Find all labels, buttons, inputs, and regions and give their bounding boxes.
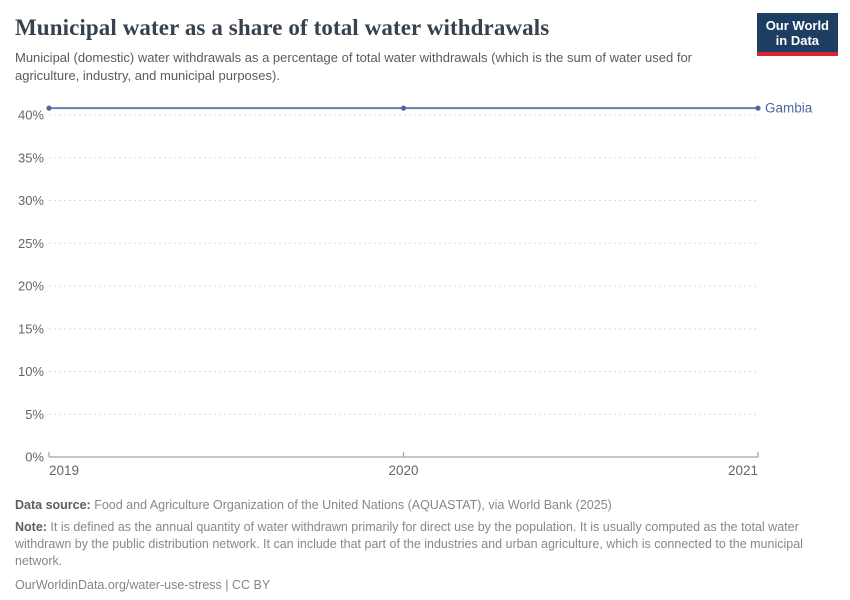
y-axis-tick-label: 30% xyxy=(18,193,44,208)
data-source-label: Data source: xyxy=(15,498,91,512)
chart-subtitle: Municipal (domestic) water withdrawals a… xyxy=(15,50,693,83)
note-line: Note: It is defined as the annual quanti… xyxy=(15,519,827,570)
chart-header: Municipal water as a share of total wate… xyxy=(15,14,755,85)
y-axis-tick-label: 40% xyxy=(18,108,44,123)
series-point-marker xyxy=(400,105,407,111)
y-axis-tick-label: 0% xyxy=(25,450,44,465)
y-axis-tick-label: 10% xyxy=(18,364,44,379)
license-text: CC BY xyxy=(231,578,271,592)
data-source-text: Food and Agriculture Organization of the… xyxy=(90,498,612,512)
note-text: It is defined as the annual quantity of … xyxy=(15,520,803,568)
owid-logo-line2: in Data xyxy=(775,33,820,48)
y-axis-tick-label: 20% xyxy=(18,279,44,294)
owid-logo-line1: Our World xyxy=(765,18,829,33)
owid-logo[interactable]: Our World in Data xyxy=(756,13,838,56)
chart-footer: Data source: Food and Agriculture Organi… xyxy=(15,497,827,594)
plot-svg: 0% 5% 10% 15% 20% 25% 30% 35% 40% 2019 2020 2021 Gam… xyxy=(18,101,813,478)
x-axis-tick-label: 2020 xyxy=(388,463,418,478)
attribution-line: OurWorldinData.org/water-use-stress | CC… xyxy=(15,577,827,594)
series-point-marker xyxy=(755,105,761,111)
y-axis-tick-label: 35% xyxy=(18,150,44,165)
note-label: Note: xyxy=(15,520,47,534)
y-axis-tick-label: 15% xyxy=(18,321,44,336)
page-title: Municipal water as a share of total wate… xyxy=(15,15,550,40)
x-axis-tick-label: 2019 xyxy=(49,463,79,478)
y-axis-tick-label: 5% xyxy=(25,407,44,422)
chart-plot-area: 0% 5% 10% 15% 20% 25% 30% 35% 40% 2019 2020 2021 Gam… xyxy=(0,95,850,490)
attribution-separator: | xyxy=(221,578,232,592)
series-point-marker xyxy=(46,105,52,111)
x-axis-tick-label: 2021 xyxy=(728,463,758,478)
owid-url-link[interactable]: OurWorldinData.org/water-use-stress xyxy=(15,578,222,592)
series-end-label[interactable]: Gambia xyxy=(765,101,813,116)
data-source-line: Data source: Food and Agriculture Organi… xyxy=(15,497,827,514)
y-axis-tick-label: 25% xyxy=(18,236,44,251)
